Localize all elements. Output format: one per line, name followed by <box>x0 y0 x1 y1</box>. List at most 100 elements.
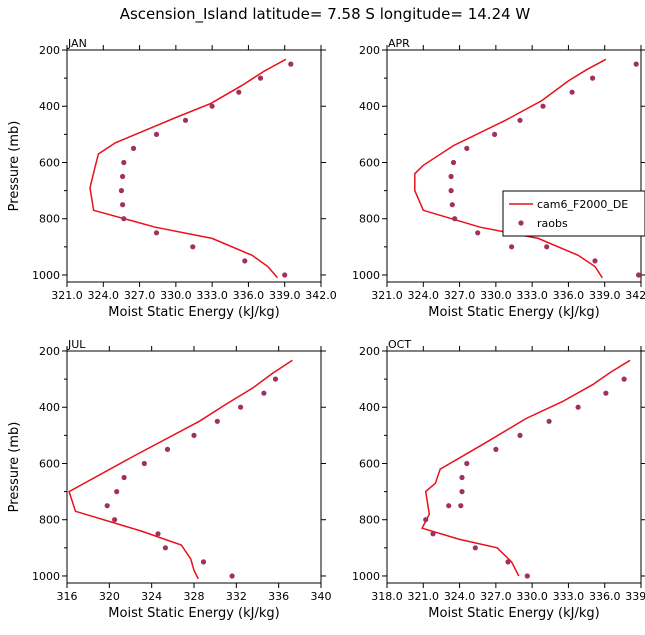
raobs-point <box>524 573 530 579</box>
panel-label: OCT <box>388 338 411 351</box>
raobs-point <box>112 517 118 523</box>
model-line <box>68 359 293 580</box>
raobs-point <box>458 503 464 509</box>
raobs-point <box>459 474 465 481</box>
legend-point-swatch <box>518 220 524 226</box>
raobs-point <box>423 517 429 523</box>
x-tick-label: 339.0 <box>589 289 621 302</box>
x-tick-label: 342.0 <box>305 289 337 302</box>
raobs-point <box>120 202 126 208</box>
x-tick-label: 324.0 <box>444 590 476 603</box>
x-tick-label: 336 <box>268 590 289 603</box>
raobs-point <box>182 117 189 123</box>
y-tick-label: 400 <box>359 100 380 113</box>
model-line <box>414 58 607 279</box>
y-tick-label: 1000 <box>32 269 60 282</box>
raobs-point <box>120 173 126 180</box>
x-tick-label: 333.0 <box>196 289 228 302</box>
raobs-point <box>603 390 609 396</box>
x-tick-label: 324.0 <box>408 289 440 302</box>
raobs-point <box>153 131 160 137</box>
plot-frame <box>66 49 322 283</box>
x-tick-label: 340 <box>311 590 332 603</box>
model-line <box>421 359 631 577</box>
raobs-point <box>141 460 147 467</box>
raobs-point <box>621 376 627 382</box>
raobs-point <box>209 103 215 109</box>
y-tick-label: 1000 <box>32 570 60 583</box>
panel-jan: JAN 200 400 600 800 1000 321.0 324.0 327.0 330.0 3… <box>7 37 337 320</box>
raobs-point <box>446 503 452 509</box>
x-tick-label: 342.0 <box>625 289 645 302</box>
raobs-point <box>191 432 197 438</box>
x-axis-label: Moist Static Energy (kJ/kg) <box>428 606 599 621</box>
y-tick-label: 400 <box>39 100 60 113</box>
raobs-point <box>162 545 168 551</box>
x-tick-label: 316 <box>57 590 78 603</box>
x-tick-label: 318.0 <box>371 590 403 603</box>
y-tick-label: 800 <box>39 514 60 527</box>
raobs-point <box>449 202 455 208</box>
y-axis-label: Pressure (mb) <box>7 422 22 513</box>
raobs-point <box>517 117 523 123</box>
panel-jul: JUL 200 400 600 800 1000 316 320 324 328 332 336 340… <box>7 338 332 621</box>
raobs-point <box>164 446 171 452</box>
x-tick-label: 321.0 <box>51 289 83 302</box>
x-axis-label: Moist Static Energy (kJ/kg) <box>428 305 599 320</box>
x-tick-label: 336.0 <box>553 289 585 302</box>
raobs-point <box>540 103 546 109</box>
raobs-point <box>459 489 465 495</box>
x-tick-label: 324.0 <box>88 289 120 302</box>
plot-frame <box>386 350 642 584</box>
raobs-point <box>450 159 457 166</box>
raobs-point <box>118 188 124 194</box>
raobs-point <box>121 159 127 166</box>
x-tick-label: 330.0 <box>160 289 192 302</box>
x-tick-label: 327.0 <box>124 289 156 302</box>
raobs-point <box>236 89 242 95</box>
y-tick-label: 200 <box>39 44 60 57</box>
raobs-point <box>114 489 120 495</box>
x-axis-label: Moist Static Energy (kJ/kg) <box>108 606 279 621</box>
x-tick-label: 328 <box>184 590 205 603</box>
y-tick-label: 200 <box>359 345 380 358</box>
raobs-point <box>229 573 235 579</box>
x-tick-label: 320 <box>99 590 120 603</box>
x-tick-label: 339.0 <box>269 289 301 302</box>
y-tick-label: 600 <box>359 156 380 169</box>
raobs-point <box>121 474 127 481</box>
x-tick-label: 324 <box>141 590 162 603</box>
x-tick-label: 330.0 <box>480 289 512 302</box>
model-line <box>89 58 287 279</box>
x-tick-label: 332 <box>226 590 247 603</box>
panel-label: APR <box>388 37 410 50</box>
legend-label-model: cam6_F2000_DE <box>537 198 628 211</box>
raobs-point <box>493 446 499 452</box>
raobs-point <box>472 545 478 551</box>
raobs-point <box>546 418 552 424</box>
raobs-point <box>492 131 498 137</box>
raobs-point <box>261 390 267 396</box>
y-tick-label: 1000 <box>352 269 380 282</box>
raobs-point <box>517 432 523 438</box>
y-tick-label: 600 <box>39 457 60 470</box>
x-tick-label: 321.0 <box>371 289 403 302</box>
x-tick-label: 336.0 <box>589 590 621 603</box>
raobs-point <box>505 559 511 565</box>
y-axis-label: Pressure (mb) <box>7 121 22 212</box>
raobs-point <box>153 230 160 236</box>
panel-oct: OCT 200 400 600 800 1000 318.0 321.0 324.0 327.0 3… <box>352 338 645 621</box>
y-tick-label: 200 <box>359 44 380 57</box>
raobs-point <box>636 272 642 278</box>
raobs-point <box>592 258 598 264</box>
raobs-point <box>121 216 127 222</box>
y-tick-label: 600 <box>39 156 60 169</box>
y-tick-label: 800 <box>359 213 380 226</box>
x-tick-label: 321.0 <box>408 590 440 603</box>
y-tick-label: 1000 <box>352 570 380 583</box>
x-tick-label: 333.0 <box>553 590 585 603</box>
raobs-point <box>633 61 639 67</box>
raobs-point <box>448 188 454 194</box>
